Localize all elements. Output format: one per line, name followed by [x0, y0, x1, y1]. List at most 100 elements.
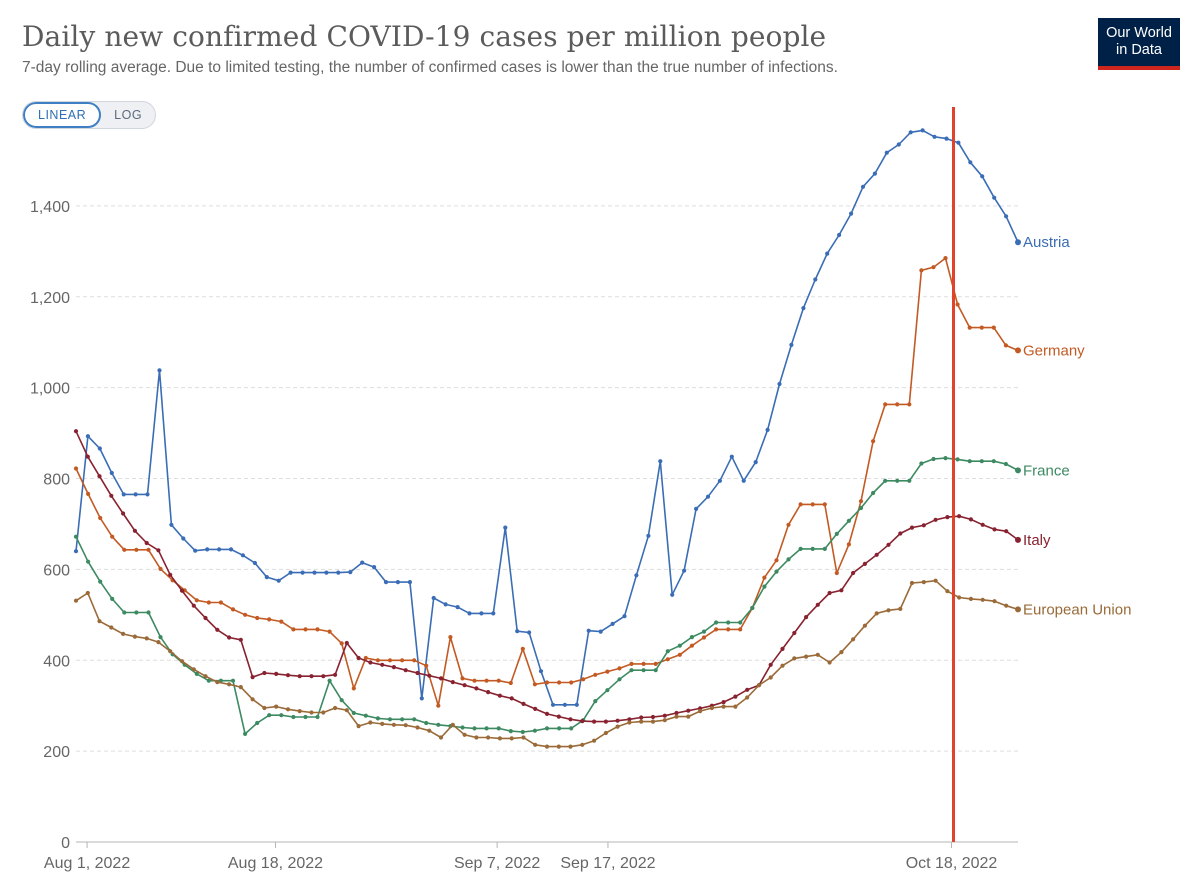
data-point[interactable]: [227, 635, 232, 640]
data-point[interactable]: [860, 184, 866, 189]
data-point[interactable]: [321, 710, 326, 715]
data-point[interactable]: [533, 706, 538, 712]
data-point[interactable]: [813, 277, 818, 282]
data-point[interactable]: [121, 631, 126, 637]
data-point[interactable]: [617, 666, 622, 671]
data-point[interactable]: [484, 726, 489, 731]
data-point[interactable]: [230, 607, 236, 612]
data-point[interactable]: [544, 711, 550, 717]
data-point[interactable]: [967, 459, 972, 464]
data-point[interactable]: [765, 427, 770, 432]
data-point[interactable]: [267, 713, 272, 718]
data-point[interactable]: [726, 620, 731, 625]
data-point[interactable]: [348, 570, 353, 575]
data-point[interactable]: [786, 522, 791, 527]
data-point[interactable]: [508, 680, 513, 686]
data-point[interactable]: [250, 697, 255, 702]
data-point[interactable]: [586, 628, 591, 633]
data-point[interactable]: [509, 696, 514, 701]
data-point[interactable]: [467, 611, 472, 616]
data-point[interactable]: [569, 726, 574, 731]
data-point[interactable]: [968, 517, 974, 522]
data-point[interactable]: [846, 518, 852, 523]
data-point[interactable]: [677, 652, 682, 657]
data-point[interactable]: [627, 720, 632, 725]
data-point[interactable]: [133, 492, 138, 497]
data-point[interactable]: [479, 611, 484, 616]
data-point[interactable]: [436, 722, 441, 727]
data-point[interactable]: [252, 560, 257, 566]
data-point[interactable]: [255, 615, 260, 621]
data-point[interactable]: [991, 459, 996, 464]
data-point[interactable]: [639, 719, 644, 724]
series-label[interactable]: Germany: [1023, 342, 1085, 359]
data-point[interactable]: [85, 434, 90, 439]
data-point[interactable]: [97, 446, 102, 451]
data-point[interactable]: [874, 552, 879, 557]
data-point[interactable]: [303, 714, 308, 720]
data-point[interactable]: [871, 439, 876, 444]
data-point[interactable]: [1004, 603, 1009, 608]
data-point[interactable]: [815, 602, 820, 607]
data-point[interactable]: [351, 710, 356, 716]
data-point[interactable]: [363, 655, 368, 661]
data-point[interactable]: [157, 368, 162, 373]
data-point[interactable]: [851, 637, 856, 642]
data-point[interactable]: [450, 722, 455, 727]
data-point[interactable]: [368, 660, 373, 665]
data-point[interactable]: [73, 549, 79, 554]
data-point[interactable]: [634, 573, 639, 578]
data-point[interactable]: [592, 738, 597, 743]
data-point[interactable]: [815, 652, 820, 657]
data-point[interactable]: [701, 635, 707, 640]
data-point[interactable]: [169, 522, 174, 527]
data-point[interactable]: [193, 548, 198, 553]
data-point[interactable]: [427, 728, 432, 733]
data-point[interactable]: [324, 570, 329, 575]
data-point[interactable]: [515, 629, 520, 634]
data-point[interactable]: [898, 606, 903, 612]
data-point[interactable]: [315, 627, 320, 632]
data-point[interactable]: [415, 670, 420, 676]
data-point[interactable]: [968, 596, 974, 602]
data-point[interactable]: [662, 718, 667, 723]
data-point[interactable]: [689, 635, 695, 640]
data-point[interactable]: [871, 490, 876, 496]
data-point[interactable]: [109, 625, 114, 630]
data-point[interactable]: [503, 525, 508, 530]
data-point[interactable]: [145, 492, 150, 497]
data-point[interactable]: [798, 502, 803, 507]
data-point[interactable]: [544, 744, 550, 749]
data-point[interactable]: [274, 671, 279, 677]
data-point[interactable]: [792, 656, 797, 661]
data-point[interactable]: [86, 559, 91, 564]
data-point[interactable]: [979, 459, 984, 464]
data-point[interactable]: [363, 713, 368, 718]
data-point[interactable]: [717, 478, 723, 483]
data-point[interactable]: [168, 649, 173, 654]
data-point[interactable]: [110, 534, 115, 539]
data-point[interactable]: [682, 568, 687, 573]
data-point[interactable]: [158, 635, 163, 640]
data-point[interactable]: [908, 130, 913, 135]
data-point[interactable]: [750, 605, 755, 611]
data-point[interactable]: [933, 517, 938, 522]
data-point[interactable]: [262, 705, 267, 711]
data-point[interactable]: [264, 575, 269, 580]
data-point[interactable]: [472, 726, 477, 731]
data-point[interactable]: [179, 588, 185, 593]
data-point[interactable]: [486, 735, 491, 740]
data-point[interactable]: [228, 547, 234, 552]
data-point[interactable]: [774, 569, 779, 574]
series-line[interactable]: [75, 257, 1019, 707]
data-point[interactable]: [556, 714, 561, 719]
data-point[interactable]: [957, 595, 962, 600]
data-point[interactable]: [122, 610, 127, 615]
data-point[interactable]: [291, 714, 296, 720]
data-point[interactable]: [756, 683, 762, 688]
data-point[interactable]: [356, 655, 361, 661]
data-point[interactable]: [508, 729, 513, 734]
data-point[interactable]: [550, 702, 556, 707]
data-point[interactable]: [521, 735, 526, 740]
data-point[interactable]: [670, 592, 675, 597]
